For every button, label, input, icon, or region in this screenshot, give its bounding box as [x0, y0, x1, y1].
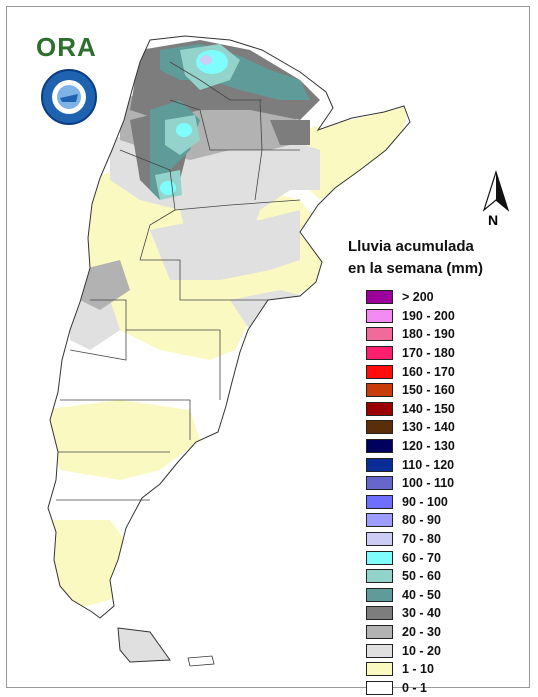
legend-label: 50 - 60	[402, 569, 441, 584]
ora-logo: ORA	[36, 32, 97, 63]
legend-swatch	[366, 439, 393, 454]
legend-label: 190 - 200	[402, 308, 455, 323]
legend-swatch	[366, 643, 393, 658]
legend-item: 120 - 130	[366, 437, 516, 456]
legend-item: 90 - 100	[366, 493, 516, 512]
legend-label: 160 - 170	[402, 364, 455, 379]
legend-item: 60 - 70	[366, 548, 516, 567]
legend-item: 40 - 50	[366, 586, 516, 605]
legend-label: 0 - 1	[402, 680, 428, 695]
legend-label: 130 - 140	[402, 420, 455, 435]
legend-swatch	[366, 401, 393, 416]
legend-title: Lluvia acumulada en la semana (mm)	[348, 236, 518, 280]
legend-swatch	[366, 457, 393, 472]
legend-label: 110 - 120	[402, 457, 455, 472]
legend-swatch	[366, 569, 393, 584]
legend-label: 60 - 70	[402, 550, 441, 565]
legend-swatch	[366, 532, 393, 547]
tierra-del-fuego	[117, 627, 171, 663]
legend-item: 110 - 120	[366, 455, 516, 474]
legend-label: 100 - 110	[402, 476, 455, 491]
legend-item: 0 - 1	[366, 678, 516, 697]
legend-swatch	[366, 327, 393, 342]
north-label: N	[488, 212, 499, 228]
ora-logo-text: ORA	[36, 32, 97, 62]
legend-label: 120 - 130	[402, 439, 455, 454]
legend-label: 70 - 80	[402, 532, 441, 547]
national-seal-icon	[41, 69, 97, 125]
legend-swatch	[366, 662, 393, 677]
legend-label: 90 - 100	[402, 494, 448, 509]
legend-label: 20 - 30	[402, 624, 441, 639]
legend-item: 180 - 190	[366, 325, 516, 344]
legend-label: 40 - 50	[402, 587, 441, 602]
legend: > 200 190 - 200 180 - 190 170 - 180 160 - 17…	[366, 288, 516, 697]
legend-label: > 200	[402, 290, 434, 305]
legend-swatch	[366, 383, 393, 398]
legend-item: 190 - 200	[366, 307, 516, 326]
legend-swatch	[366, 550, 393, 565]
legend-swatch	[366, 624, 393, 639]
legend-label: 30 - 40	[402, 606, 441, 621]
legend-item: 30 - 40	[366, 604, 516, 623]
legend-swatch	[366, 346, 393, 361]
legend-item: 150 - 160	[366, 381, 516, 400]
legend-item: 10 - 20	[366, 641, 516, 660]
legend-label: 140 - 150	[402, 401, 455, 416]
legend-title-line1: Lluvia acumulada	[348, 238, 474, 255]
legend-item: 130 - 140	[366, 418, 516, 437]
legend-swatch	[366, 364, 393, 379]
legend-item: 50 - 60	[366, 567, 516, 586]
country-outline	[47, 35, 411, 619]
legend-swatch	[366, 680, 393, 695]
province-borders	[56, 61, 301, 501]
legend-item: 1 - 10	[366, 660, 516, 679]
legend-item: 20 - 30	[366, 623, 516, 642]
legend-item: 160 - 170	[366, 362, 516, 381]
legend-label: 80 - 90	[402, 513, 441, 528]
legend-swatch	[366, 420, 393, 435]
legend-item: 80 - 90	[366, 511, 516, 530]
legend-swatch	[366, 494, 393, 509]
legend-label: 10 - 20	[402, 643, 441, 658]
legend-item: > 200	[366, 288, 516, 307]
legend-item: 170 - 180	[366, 344, 516, 363]
legend-title-line2: en la semana (mm)	[348, 260, 484, 277]
legend-swatch	[366, 290, 393, 305]
legend-swatch	[366, 513, 393, 528]
islands	[187, 655, 215, 667]
legend-swatch	[366, 476, 393, 491]
legend-label: 180 - 190	[402, 327, 455, 342]
legend-label: 170 - 180	[402, 346, 455, 361]
legend-swatch	[366, 587, 393, 602]
legend-label: 1 - 10	[402, 662, 434, 677]
legend-item: 100 - 110	[366, 474, 516, 493]
legend-item: 70 - 80	[366, 530, 516, 549]
north-arrow-icon	[482, 170, 510, 212]
legend-label: 150 - 160	[402, 383, 455, 398]
legend-item: 140 - 150	[366, 400, 516, 419]
legend-swatch	[366, 308, 393, 323]
legend-swatch	[366, 606, 393, 621]
